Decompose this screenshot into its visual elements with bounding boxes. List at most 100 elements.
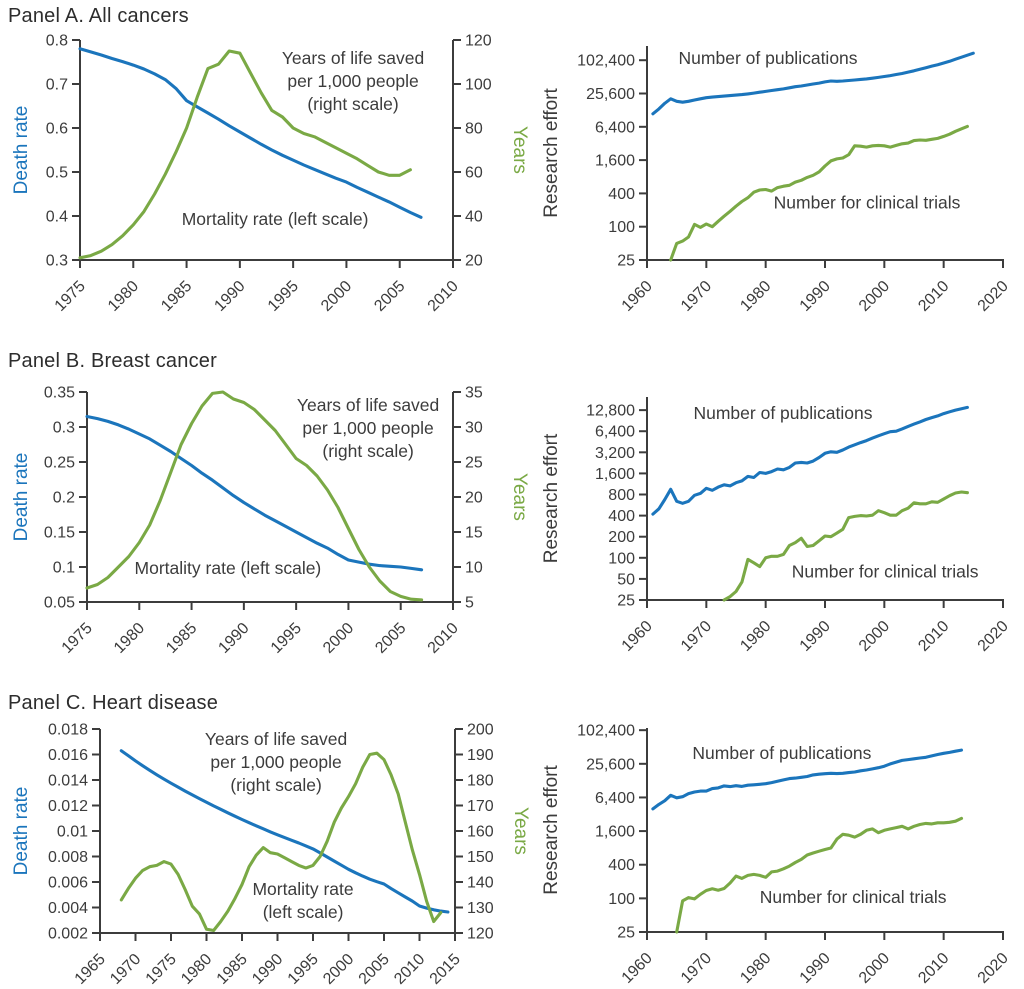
y-tick-label: 0.05 [44,595,75,612]
y-tick-label: 400 [608,857,635,874]
y-tick-label: 40 [465,209,483,226]
annotation-label: Years of life saved [282,48,424,68]
y-tick-label: 0.4 [46,209,68,226]
x-tick-label: 1975 [52,278,89,315]
x-tick-label: 1990 [797,278,834,315]
panel-b-left-chart: 0.35 0.3 0.25 0.2 0.15 0.1 0.05 Death rate 35 30 2… [11,385,530,657]
x-tick-label: 1985 [158,278,195,315]
annotation-label: (right scale) [322,441,413,461]
y-axis-right-label: Years [510,807,531,855]
y-tick-label: 0.014 [48,773,88,790]
y-tick-label: 0.35 [44,385,75,402]
clinical-trials-line [675,816,964,934]
y-axis-left-label: Research effort [541,765,562,895]
x-tick-label: 2010 [915,278,952,315]
x-tick-label: 2005 [372,620,409,657]
annotation-label: Mortality rate (left scale) [182,209,369,229]
x-tick-label: 2000 [856,278,893,315]
annotation-label: Years of life saved [297,395,439,415]
y-tick-label: 1,600 [595,153,635,170]
y-tick-label: 102,400 [577,723,635,740]
years-saved-line [78,49,412,260]
y-axis-left-label: Death rate [11,106,32,195]
x-tick-label: 2000 [856,618,893,655]
y-tick-label: 0.002 [48,926,88,943]
publications-line [651,405,969,516]
x-tick-label: 2020 [975,618,1012,655]
y-tick-label: 25 [465,455,483,472]
panel-b-right-chart: 12,800 6,400 3,200 1,600 800 400 200 100 50 25 Res… [541,397,1012,655]
annotation-label: Number for clinical trials [760,887,947,907]
panel-a-left-chart: 0.8 0.7 0.6 0.5 0.4 0.3 Death rate 120 100 80 60 40… [11,33,530,315]
x-tick-label: 1985 [214,951,251,988]
y-tick-label: 0.15 [44,525,75,542]
y-tick-label: 35 [465,385,483,402]
y-tick-label: 0.3 [53,420,75,437]
x-tick-label: 1970 [678,950,715,987]
y-tick-label: 6,400 [595,119,635,136]
annotation-label: Years of life saved [205,729,347,749]
y-tick-label: 6,400 [595,424,635,441]
y-tick-label: 20 [465,253,483,270]
y-tick-label: 3,200 [595,445,635,462]
x-tick-label: 2010 [915,950,952,987]
annotation-label: per 1,000 people [210,752,341,772]
x-tick-label: 1970 [107,951,144,988]
y-tick-label: 0.01 [57,824,88,841]
y-tick-label: 0.012 [48,798,88,815]
y-tick-label: 0.006 [48,875,88,892]
y-tick-label: 400 [608,508,635,525]
y-tick-label: 0.018 [48,722,88,739]
y-tick-label: 80 [465,121,483,138]
mortality-line [119,749,450,914]
y-tick-label: 10 [465,560,483,577]
panel-c-left-chart: 0.018 0.016 0.014 0.012 0.01 0.008 0.006 0.004 0… [11,722,531,988]
annotation-label: Number for clinical trials [774,192,961,212]
x-tick-label: 2000 [856,950,893,987]
x-tick-label: 1985 [163,620,200,657]
x-tick-label: 1980 [737,278,774,315]
y-tick-label: 0.8 [46,33,68,50]
annotation-label: Number for clinical trials [792,562,979,582]
y-axis-left-label: Death rate [11,453,32,542]
x-tick-label: 2010 [915,618,952,655]
y-tick-label: 180 [467,773,494,790]
y-tick-label: 120 [465,33,492,50]
annotation-label: Mortality rate (left scale) [135,558,322,578]
x-tick-label: 2005 [356,951,393,988]
y-tick-label: 100 [608,219,635,236]
y-tick-label: 0.25 [44,455,75,472]
x-tick-label: 2020 [975,278,1012,315]
x-tick-label: 2015 [427,951,464,988]
y-axis-right-label: Years [509,473,530,521]
y-tick-label: 0.2 [53,490,75,507]
publications-line [651,51,975,116]
y-tick-label: 100 [608,550,635,567]
x-tick-label: 1980 [737,618,774,655]
annotation-label: (right scale) [307,94,398,114]
x-tick-label: 1995 [268,620,305,657]
y-tick-label: 50 [617,571,635,588]
panel-a-title: Panel A. All cancers [8,5,189,27]
panel-a-right-chart: 102,400 25,600 6,400 1,600 400 100 25 Research … [541,46,1012,315]
y-tick-label: 0.016 [48,747,88,764]
y-tick-label: 0.5 [46,165,68,182]
x-tick-label: 1990 [215,620,252,657]
x-tick-label: 2000 [320,620,357,657]
y-tick-label: 102,400 [577,53,635,70]
y-tick-label: 140 [467,875,494,892]
y-tick-label: 15 [465,525,483,542]
x-tick-label: 2010 [425,278,462,315]
y-tick-label: 120 [467,926,494,943]
y-tick-label: 20 [465,490,483,507]
annotation-label: Number of publications [692,743,871,763]
annotation-label: Number of publications [693,403,872,423]
y-axis-left-label: Death rate [11,787,32,876]
x-tick-label: 1975 [59,620,96,657]
panel-b-title: Panel B. Breast cancer [8,350,217,372]
y-tick-label: 30 [465,420,483,437]
y-tick-label: 5 [465,595,474,612]
y-tick-label: 25,600 [586,756,635,773]
annotation-label: (left scale) [263,902,344,922]
